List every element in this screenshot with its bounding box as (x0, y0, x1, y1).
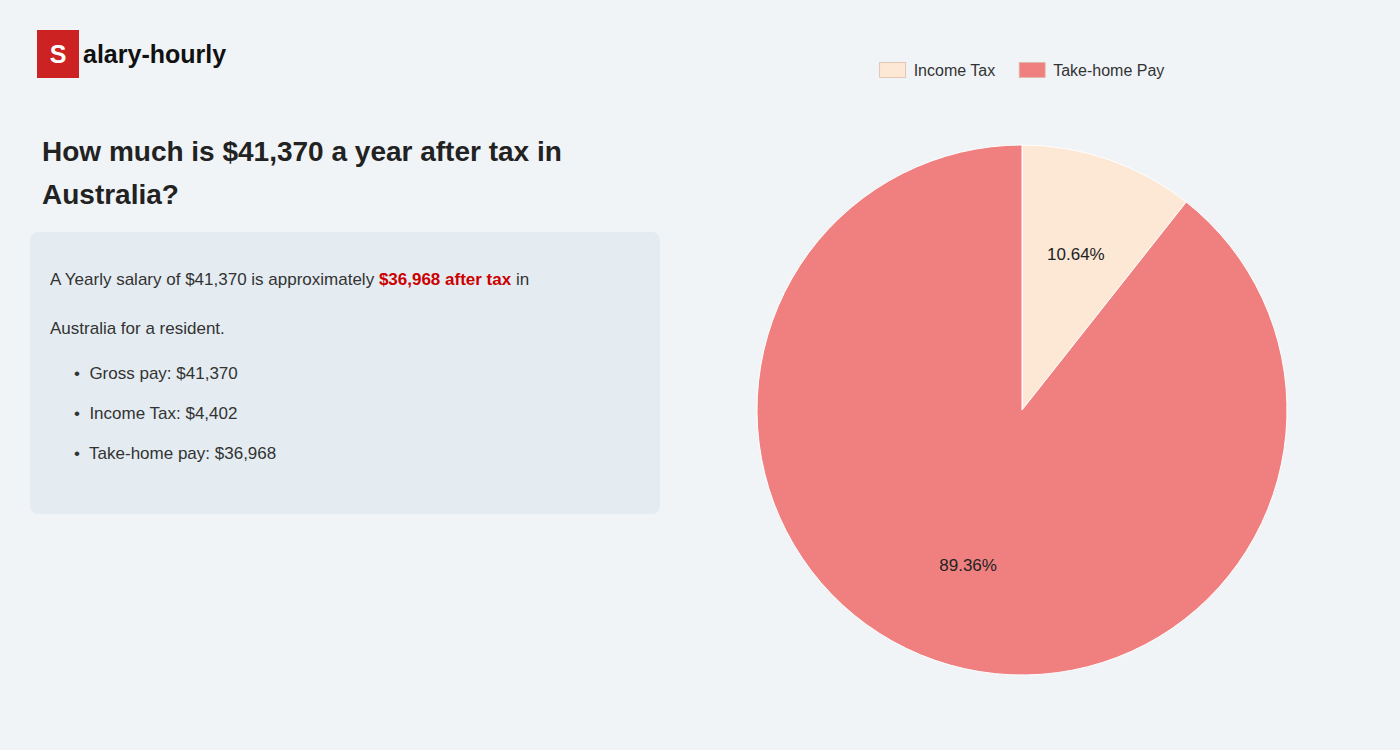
bullet-item: • Gross pay: $41,370 (74, 364, 640, 384)
pie-chart: 10.64% 89.36% Income Tax Take-home Pay (644, 0, 1400, 750)
legend: Income Tax Take-home Pay (880, 62, 1165, 79)
logo-letter: S (37, 30, 79, 78)
pie-slice (757, 145, 1287, 675)
legend-swatch (880, 63, 906, 78)
info-box: A Yearly salary of $41,370 is approximat… (30, 232, 660, 514)
slices (757, 145, 1287, 675)
data-labels: 10.64% 89.36% (939, 245, 1104, 574)
info-paragraph: A Yearly salary of $41,370 is approximat… (50, 266, 640, 293)
logo: Salary-hourly (37, 30, 226, 78)
legend-item: Take-home Pay (1019, 62, 1164, 79)
info-text: in (511, 270, 529, 289)
bullet-item: • Take-home pay: $36,968 (74, 444, 640, 464)
legend-label: Income Tax (914, 62, 996, 79)
text-panel: Salary-hourly How much is $41,370 a year … (0, 0, 672, 750)
legend-item: Income Tax (880, 62, 996, 79)
logo-text: alary-hourly (83, 40, 226, 69)
bullet-item: • Income Tax: $4,402 (74, 404, 640, 424)
info-line: Australia for a resident. (50, 315, 640, 342)
data-label: 10.64% (1047, 245, 1105, 264)
legend-label: Take-home Pay (1053, 62, 1164, 79)
bullet-list: • Gross pay: $41,370 • Income Tax: $4,402… (50, 364, 640, 464)
info-highlight: $36,968 after tax (379, 270, 511, 289)
title: How much is $41,370 a year after tax in … (42, 130, 642, 217)
legend-swatch (1019, 63, 1045, 78)
info-text: A Yearly salary of $41,370 is approximat… (50, 270, 379, 289)
data-label: 89.36% (939, 556, 997, 575)
